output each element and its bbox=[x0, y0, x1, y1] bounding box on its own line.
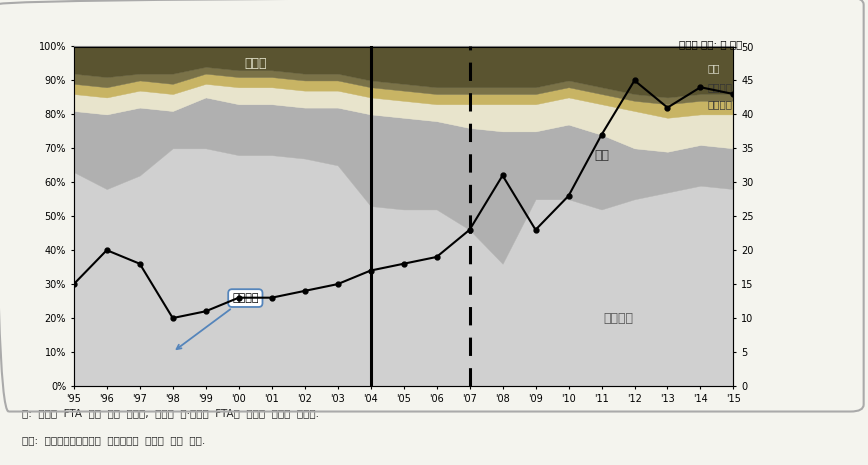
Text: 공류: 공류 bbox=[594, 149, 609, 162]
Text: 신선과일: 신선과일 bbox=[707, 99, 732, 109]
Text: 자료:  한국무역통계진흥원  통계자료를  기초로  필자  작성.: 자료: 한국무역통계진흥원 통계자료를 기초로 필자 작성. bbox=[22, 435, 205, 445]
Text: 수입액 단위: 억 달러: 수입액 단위: 억 달러 bbox=[679, 40, 742, 50]
Text: 축산물: 축산물 bbox=[244, 57, 266, 70]
Text: 가공과일: 가공과일 bbox=[707, 82, 732, 92]
Text: 주:  실선은  FTA  이행  초기  시작점,  점선은  한·아세안  FTA가  발효된  연도를  나타냄.: 주: 실선은 FTA 이행 초기 시작점, 점선은 한·아세안 FTA가 발효된… bbox=[22, 408, 319, 418]
Text: 야소: 야소 bbox=[707, 64, 720, 73]
Text: 가공식품: 가공식품 bbox=[603, 312, 633, 325]
Text: 충수입액: 충수입액 bbox=[176, 293, 259, 349]
